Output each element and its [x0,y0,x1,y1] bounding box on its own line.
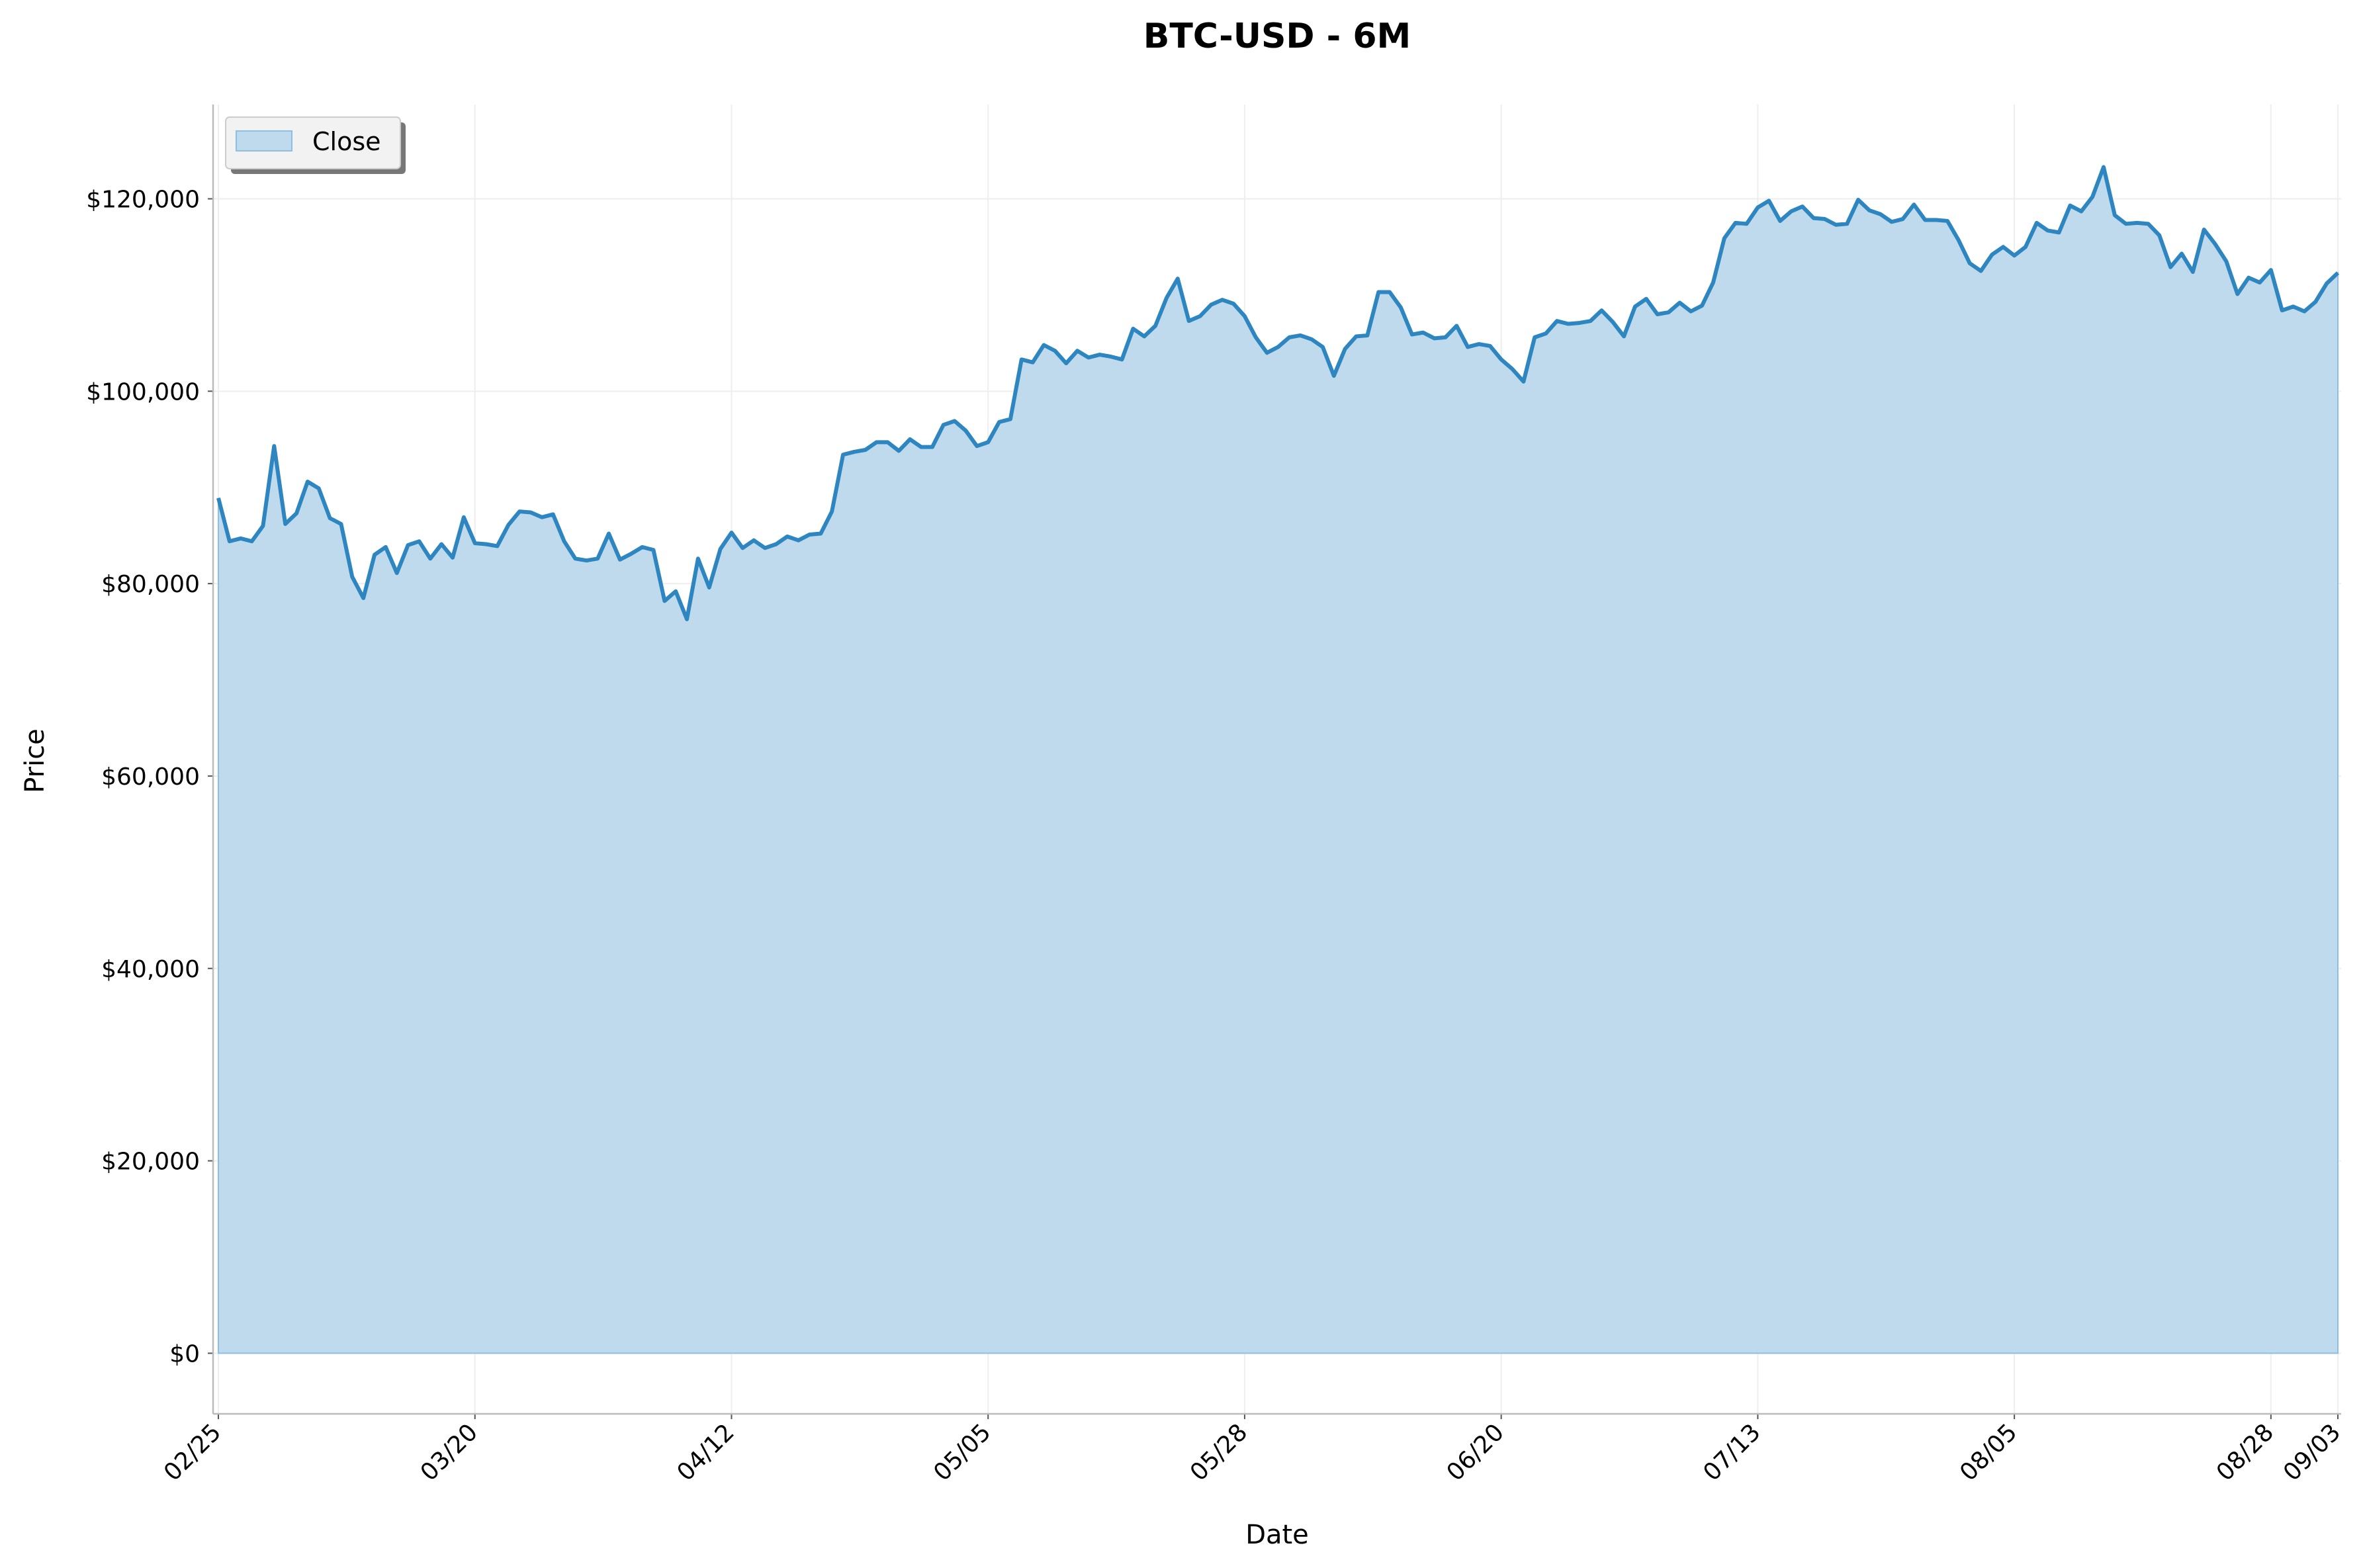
chart-title: BTC-USD - 6M [1143,17,1411,56]
y-tick-label: $80,000 [101,571,200,598]
x-tick-label: 04/12 [672,1418,739,1486]
y-tick-label: $0 [169,1340,200,1368]
x-tick-labels: 02/25 03/20 04/12 05/05 05/28 06/20 07/13 08/05… [159,1418,2346,1486]
legend-swatch [236,130,292,152]
series-line-close [216,165,2340,621]
y-tick-label: $60,000 [101,763,200,791]
x-tick-label: 03/20 [416,1418,483,1486]
legend-box [225,116,401,169]
x-tick-label: 05/05 [928,1418,996,1486]
x-tick-label: 06/20 [1442,1418,1509,1486]
y-tick-label: $20,000 [101,1149,200,1176]
x-tick-label: 05/28 [1185,1418,1253,1486]
axis-layer [208,105,2341,1419]
legend: Close [225,116,406,174]
x-tick-label: 08/05 [1955,1418,2022,1486]
y-tick-label: $40,000 [101,956,200,983]
legend-label: Close [312,127,381,156]
x-axis-label: Date [1245,1520,1309,1550]
y-tick-label: $100,000 [86,378,200,406]
y-tick-labels: $0 $20,000 $40,000 $60,000 $80,000 $100,000 $1… [86,186,200,1368]
area-layer [216,165,2340,1354]
y-tick-label: $120,000 [86,186,200,213]
x-tick-label: 08/28 [2211,1418,2279,1486]
x-tick-label: 07/13 [1698,1418,1765,1486]
y-axis-label: Price [20,728,50,793]
x-tick-label: 02/25 [159,1418,226,1486]
x-tick-label: 09/03 [2278,1418,2346,1486]
